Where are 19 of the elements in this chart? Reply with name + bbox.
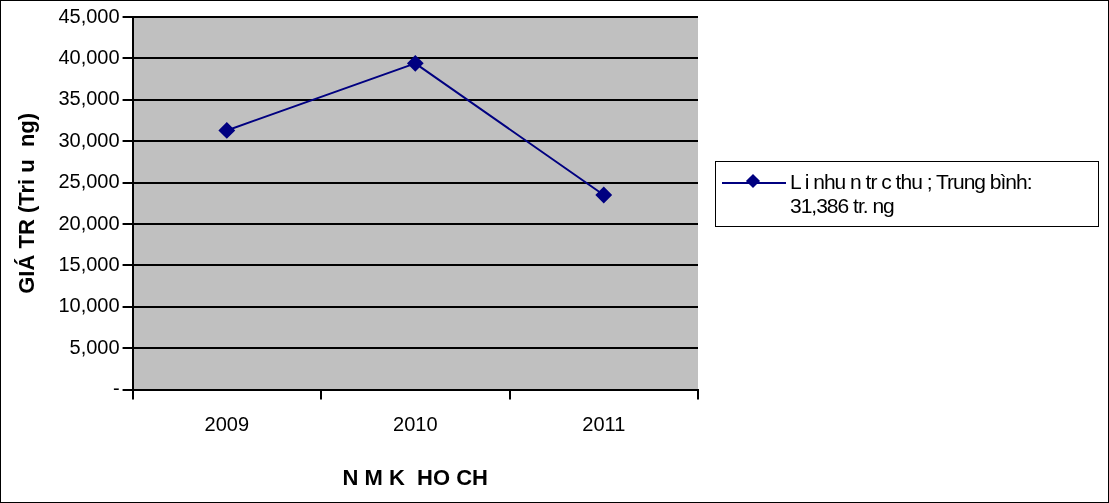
y-axis-title: GIÁ TR (Tri u ng) bbox=[14, 112, 40, 294]
x-axis-title: N M K HO CH bbox=[342, 464, 489, 490]
y-tick-label: 25,000 bbox=[58, 170, 120, 193]
legend-label: L i nhu n tr c thu ; Trung bình: 31,386 tr. ng bbox=[790, 170, 1033, 218]
y-tick-label: 30,000 bbox=[58, 128, 120, 151]
x-tick-label: 2010 bbox=[393, 413, 438, 436]
y-tick-label: 35,000 bbox=[58, 87, 120, 110]
y-tick-label: - bbox=[112, 377, 120, 400]
x-tick-label: 2011 bbox=[582, 413, 626, 436]
y-tick-label: 10,000 bbox=[58, 294, 120, 317]
point bbox=[407, 55, 424, 72]
y-tick-label: 20,000 bbox=[58, 211, 120, 234]
y-tick-label: 45,000 bbox=[58, 4, 120, 27]
y-tick-label: 15,000 bbox=[58, 252, 120, 275]
point bbox=[218, 122, 235, 139]
y-tick-label: 40,000 bbox=[58, 45, 120, 68]
point bbox=[595, 187, 612, 204]
x-tick-label: 2009 bbox=[204, 413, 250, 436]
y-tick-label: 5,000 bbox=[69, 335, 120, 358]
